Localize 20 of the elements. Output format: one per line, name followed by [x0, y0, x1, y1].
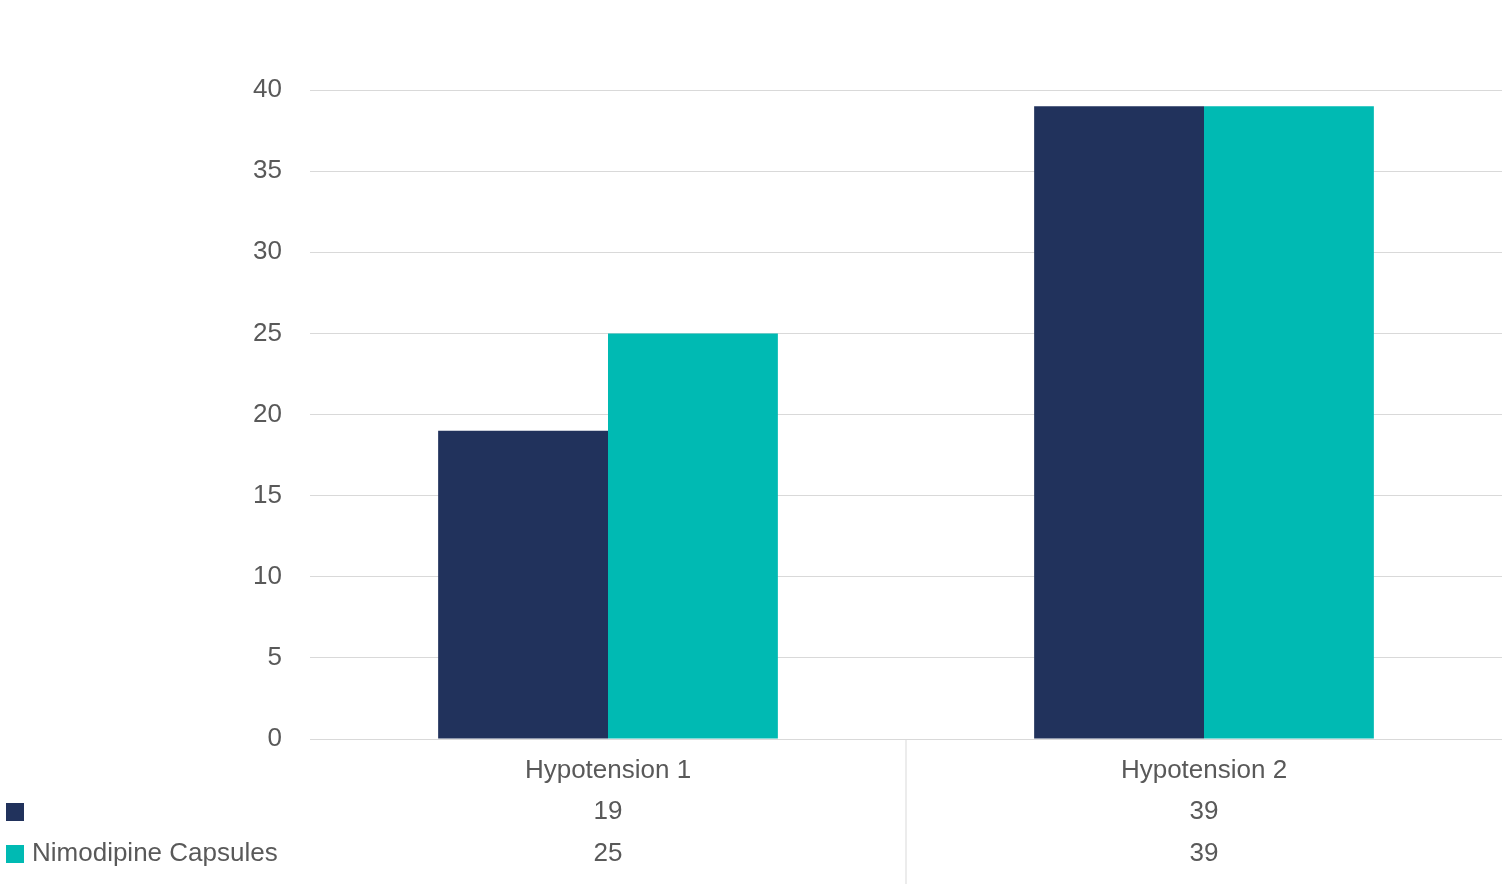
legend-label: Nimodipine Capsules: [32, 837, 278, 868]
y-tick-label: 0: [267, 722, 282, 753]
bar: [1034, 106, 1204, 739]
y-tick-label: 35: [253, 154, 282, 185]
y-tick-label: 20: [253, 397, 282, 428]
data-label: 39: [1189, 837, 1219, 868]
bar: [608, 333, 778, 739]
x-tick-label: Hypotension 2: [1120, 754, 1288, 785]
bar: [1204, 106, 1374, 739]
y-tick-label: 15: [253, 478, 282, 509]
y-tick-label: 30: [253, 235, 282, 266]
data-label: 25: [593, 837, 623, 868]
y-tick-label: 10: [253, 559, 282, 590]
y-tick-label: 25: [253, 316, 282, 347]
y-tick-label: 40: [253, 73, 282, 104]
bar: [438, 430, 608, 739]
x-tick-label: Hypotension 1: [524, 754, 692, 785]
y-tick-label: 5: [267, 641, 282, 672]
data-label: 39: [1189, 795, 1219, 826]
data-label: 19: [593, 795, 623, 826]
